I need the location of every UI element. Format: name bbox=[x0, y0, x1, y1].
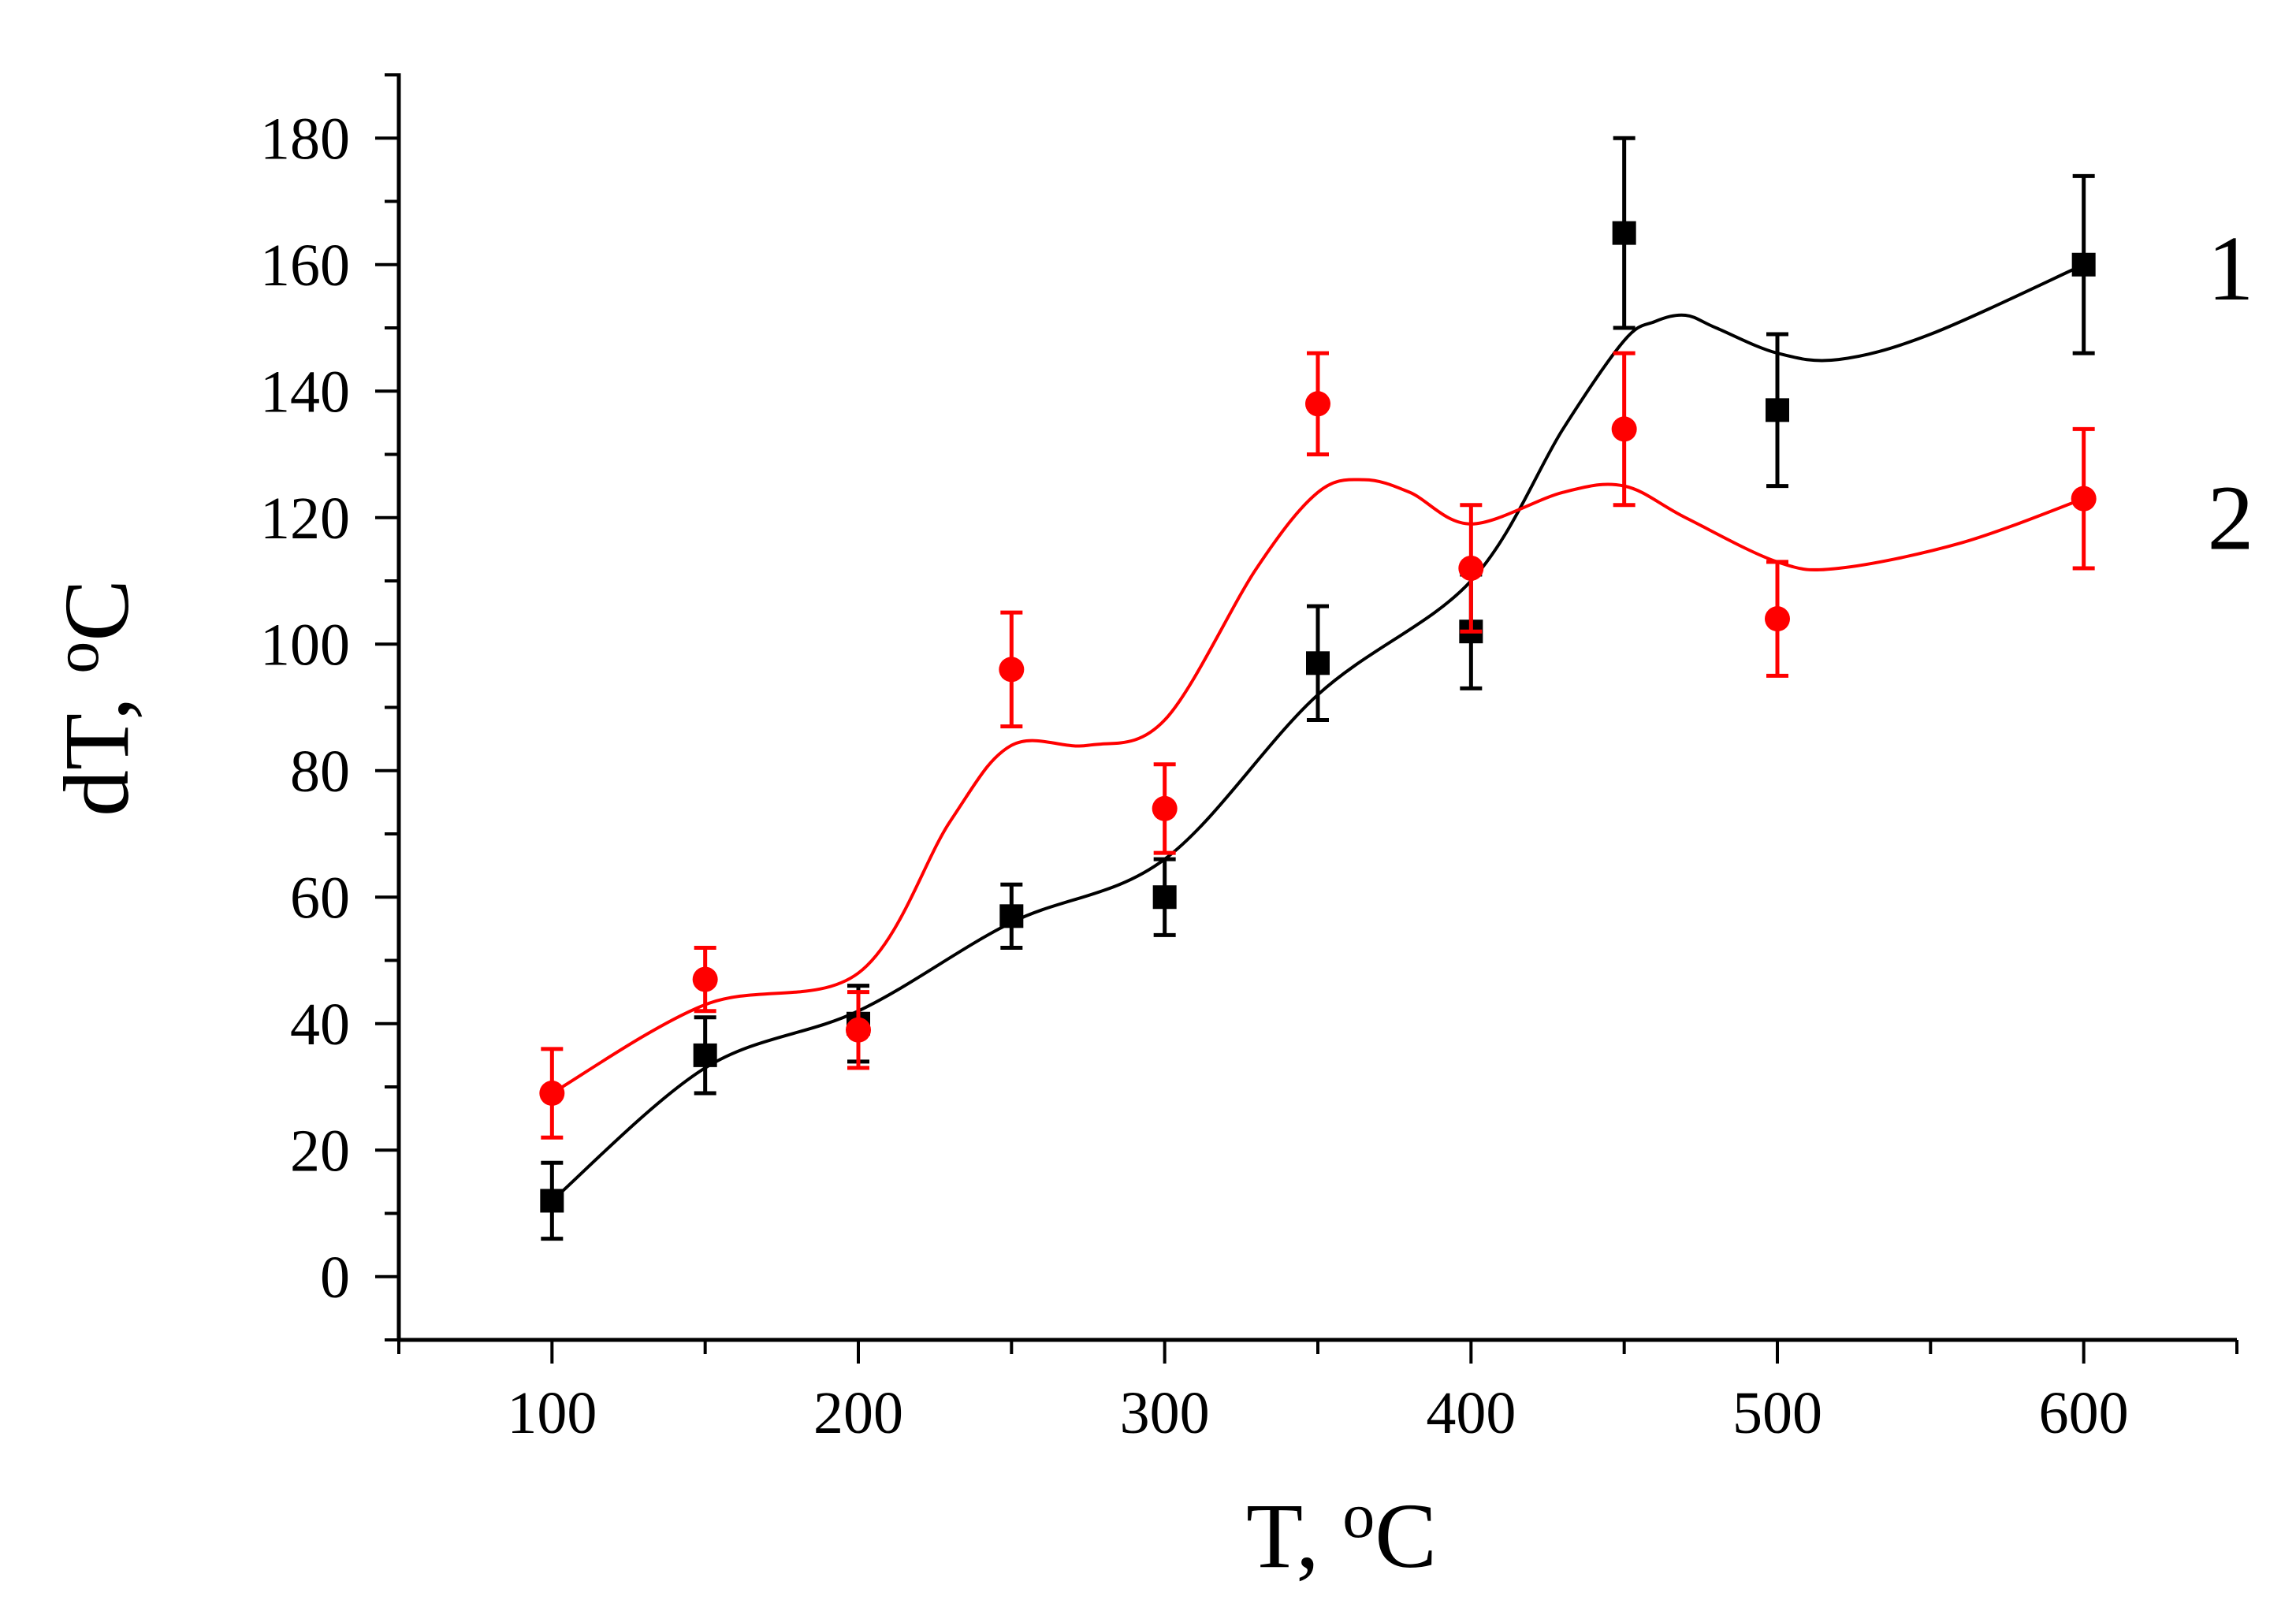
axis-titles: T, oC dT, oC bbox=[40, 579, 1437, 1587]
x-axis-title: T, oC bbox=[1246, 1479, 1437, 1587]
x-tick-label: 500 bbox=[1732, 1380, 1822, 1446]
data-point bbox=[1612, 221, 1636, 245]
series-label-2: 2 bbox=[2208, 467, 2254, 570]
data-point bbox=[1152, 885, 1177, 910]
data-point bbox=[540, 1189, 564, 1213]
y-tick-label: 20 bbox=[290, 1118, 350, 1184]
x-tick-label: 600 bbox=[2039, 1380, 2129, 1446]
y-tick-label: 160 bbox=[260, 233, 350, 299]
data-point bbox=[2071, 252, 2096, 277]
data-point bbox=[1766, 398, 1789, 422]
data-point bbox=[539, 1081, 565, 1107]
x-tick-label: 300 bbox=[1120, 1380, 1210, 1446]
x-ticks: 100 200 300 400 500 600 bbox=[397, 1340, 2238, 1446]
data-point bbox=[1305, 391, 1330, 417]
data-point bbox=[1458, 555, 1484, 581]
data-point bbox=[846, 1017, 871, 1043]
series-2 bbox=[539, 351, 2097, 1140]
series-1 bbox=[540, 136, 2096, 1241]
data-point bbox=[1152, 795, 1178, 821]
y-tick-label: 0 bbox=[320, 1245, 350, 1311]
x-tick-label: 100 bbox=[507, 1380, 597, 1446]
data-point bbox=[693, 1043, 717, 1067]
y-axis-title: dT, oC bbox=[40, 579, 148, 817]
series-line bbox=[551, 262, 2085, 1202]
x-tick-label: 400 bbox=[1426, 1380, 1516, 1446]
series-labels: 12 bbox=[2208, 217, 2254, 570]
data-point bbox=[999, 657, 1025, 683]
data-point bbox=[2071, 486, 2097, 512]
y-tick-label: 100 bbox=[260, 612, 350, 678]
data-point bbox=[692, 966, 718, 992]
y-tick-label: 40 bbox=[290, 992, 350, 1058]
y-ticks: 0 20 40 60 80 100 120 140 160 180 bbox=[260, 73, 399, 1341]
data-point bbox=[1306, 651, 1330, 675]
plot-area: 100 200 300 400 500 600 0 20 40 60 80 100 120 140 160… bbox=[260, 73, 2238, 1446]
y-tick-label: 180 bbox=[260, 106, 350, 172]
y-tick-label: 140 bbox=[260, 359, 350, 425]
series-layer bbox=[539, 136, 2097, 1241]
y-tick-label: 60 bbox=[290, 865, 350, 931]
x-tick-label: 200 bbox=[813, 1380, 903, 1446]
data-point bbox=[999, 904, 1024, 928]
series-line bbox=[551, 478, 2085, 1095]
series-label-1: 1 bbox=[2208, 217, 2254, 320]
data-point bbox=[1765, 606, 1790, 632]
y-tick-label: 80 bbox=[290, 739, 350, 805]
data-point bbox=[1611, 416, 1637, 442]
y-tick-label: 120 bbox=[260, 486, 350, 552]
